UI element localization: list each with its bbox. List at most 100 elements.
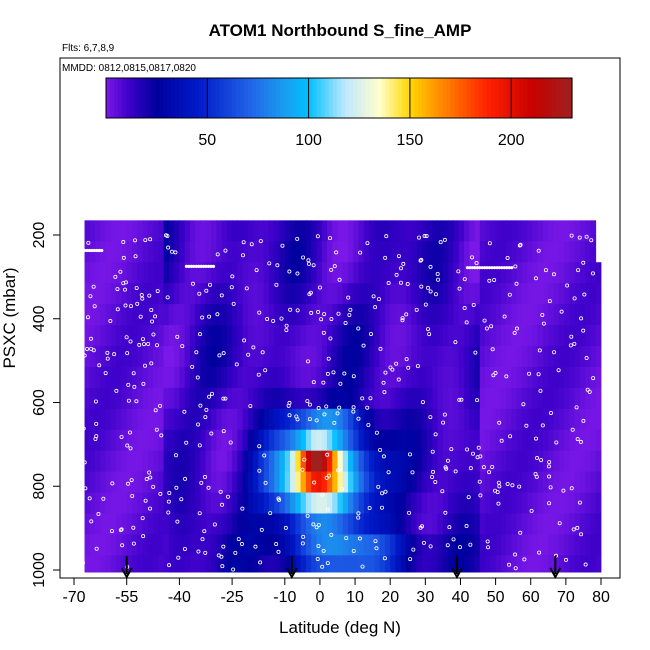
heatmap-cell (195, 325, 201, 347)
heatmap-cell (121, 513, 128, 535)
heatmap-cell (390, 345, 396, 368)
heatmap-cell (448, 241, 454, 263)
sample-point (426, 327, 431, 332)
heatmap-cell (527, 513, 533, 535)
heatmap-cell (374, 366, 381, 389)
sample-point (295, 308, 300, 313)
sample-point (540, 312, 545, 317)
heatmap-cell (453, 429, 460, 452)
heatmap-cell (131, 450, 138, 472)
sample-point (204, 264, 208, 269)
heatmap-cell (279, 492, 286, 514)
heatmap-cell (521, 387, 528, 410)
sample-point (263, 480, 268, 485)
heatmap-cell (553, 429, 560, 452)
heatmap-cell (147, 366, 154, 389)
heatmap-cell (95, 345, 101, 368)
heatmap-cell (395, 513, 402, 535)
heatmap-cell (553, 241, 560, 263)
sample-point (133, 254, 138, 259)
sample-point (378, 346, 383, 351)
sample-point (351, 548, 356, 553)
heatmap-cell (284, 450, 291, 472)
heatmap-cell (326, 534, 333, 556)
sample-point (386, 281, 391, 286)
sample-point (582, 292, 587, 297)
heatmap-cell (490, 241, 496, 263)
heatmap-cell (458, 345, 465, 368)
heatmap-cell (585, 513, 591, 535)
sample-point (312, 480, 317, 485)
heatmap-cell (363, 283, 370, 305)
heatmap-cell (469, 408, 475, 431)
heatmap-cells (84, 220, 602, 573)
heatmap-cell (158, 513, 164, 535)
heatmap-cell (432, 366, 439, 389)
heatmap-cell (290, 492, 296, 514)
heatmap-cell (211, 262, 217, 284)
heatmap-cell (411, 555, 417, 573)
heatmap-cell (379, 534, 386, 556)
heatmap-cell (384, 304, 391, 326)
heatmap-cell (574, 283, 581, 305)
heatmap-cell (574, 241, 581, 263)
heatmap-cell (258, 366, 265, 389)
heatmap-cell (442, 471, 449, 493)
sample-point (473, 350, 478, 355)
heatmap-cell (585, 387, 591, 410)
sample-point (346, 295, 351, 300)
heatmap-cell (500, 262, 507, 284)
heatmap-cell (200, 450, 207, 472)
heatmap-cell (84, 304, 91, 326)
heatmap-cell (474, 555, 481, 573)
heatmap-cell (300, 241, 307, 263)
sample-point (543, 268, 548, 273)
heatmap-cell (137, 534, 143, 556)
sample-point (105, 350, 110, 355)
heatmap-cell (195, 366, 201, 389)
sample-point (183, 476, 188, 481)
heatmap-cell (363, 450, 370, 472)
heatmap-cell (558, 471, 565, 493)
heatmap-cell (179, 450, 186, 472)
heatmap-cell (126, 262, 133, 284)
heatmap-cell (421, 241, 428, 263)
heatmap-cell (448, 429, 454, 452)
heatmap-cell (205, 429, 212, 452)
heatmap-cell (268, 304, 275, 326)
sample-point (141, 534, 146, 539)
sample-point (325, 507, 330, 512)
sample-point (257, 468, 262, 473)
heatmap-cell (390, 283, 396, 305)
heatmap-cell (395, 304, 402, 326)
heatmap-cell (216, 555, 222, 573)
sample-point (386, 470, 391, 475)
heatmap-cell (332, 366, 338, 389)
sample-point (420, 400, 425, 405)
sample-point (319, 317, 324, 322)
heatmap-cell (163, 345, 170, 368)
y-tick-label: 200 (31, 222, 48, 249)
sample-point (260, 350, 265, 355)
sample-point (356, 511, 361, 516)
heatmap-cell (384, 283, 391, 305)
sample-point (155, 289, 160, 294)
sample-point (324, 404, 329, 409)
heatmap-cell (137, 304, 143, 326)
heatmap-cell (574, 534, 581, 556)
heatmap-cell (511, 345, 518, 368)
heatmap-cell (247, 387, 254, 410)
heatmap-cell (337, 534, 344, 556)
sample-point (533, 276, 538, 281)
heatmap-cell (384, 345, 391, 368)
heatmap-cell (253, 325, 259, 347)
heatmap-cell (590, 408, 597, 431)
heatmap-cell (516, 450, 523, 472)
heatmap-cell (153, 366, 159, 389)
heatmap-cell (448, 325, 454, 347)
heatmap-cell (153, 325, 159, 347)
heatmap-cell (137, 325, 143, 347)
heatmap-cell (179, 325, 186, 347)
heatmap-cell (553, 262, 560, 284)
heatmap-cell (469, 325, 475, 347)
